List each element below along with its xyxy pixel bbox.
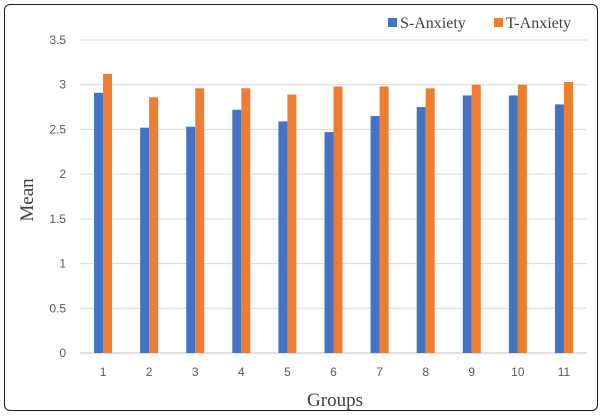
bar-s-anxiety-group-10 (508, 95, 518, 354)
legend: S-Anxiety T-Anxiety (388, 15, 571, 32)
bar-t-anxiety-group-1 (103, 73, 113, 354)
bar-s-anxiety-group-2 (140, 127, 150, 353)
y-tick-label: 0.5 (49, 301, 66, 315)
x-tick-label: 7 (376, 365, 383, 379)
x-tick-label: 5 (284, 365, 291, 379)
y-tick-label: 1.5 (49, 212, 66, 226)
bars (94, 73, 573, 354)
bar-s-anxiety-group-7 (370, 116, 380, 353)
x-tick-label: 11 (558, 365, 571, 379)
legend-swatch-s-anxiety (388, 18, 397, 27)
y-tick-label: 3.5 (49, 33, 66, 47)
y-tick-label: 2.5 (49, 122, 66, 136)
bar-t-anxiety-group-11 (563, 82, 573, 353)
x-axis-title: Groups (307, 390, 363, 411)
bar-t-anxiety-group-4 (241, 88, 251, 353)
bar-s-anxiety-group-1 (94, 92, 104, 354)
x-tick-label: 9 (468, 365, 475, 379)
bar-t-anxiety-group-3 (195, 88, 205, 353)
legend-swatch-t-anxiety (494, 18, 503, 27)
x-tick-label: 4 (238, 365, 245, 379)
x-tick-label: 6 (330, 365, 337, 379)
legend-label-s-anxiety: S-Anxiety (400, 15, 466, 32)
bar-t-anxiety-group-8 (425, 88, 435, 353)
y-tick-label: 3 (59, 78, 66, 92)
bar-t-anxiety-group-7 (379, 86, 389, 353)
y-tick-label: 0 (59, 346, 66, 360)
bar-t-anxiety-group-2 (149, 97, 159, 353)
bar-s-anxiety-group-6 (324, 132, 334, 353)
bar-s-anxiety-group-9 (462, 95, 472, 354)
y-tick-labels: 0 0.5 1 1.5 2 2.5 3 3.5 (49, 33, 66, 360)
x-tick-label: 10 (511, 365, 525, 379)
y-tick-label: 2 (59, 167, 66, 181)
bar-s-anxiety-group-8 (416, 107, 426, 353)
bar-s-anxiety-group-5 (278, 121, 288, 353)
bar-s-anxiety-group-3 (186, 126, 196, 353)
x-tick-label: 3 (192, 365, 199, 379)
bar-t-anxiety-group-6 (333, 86, 343, 353)
y-tick-label: 1 (59, 257, 66, 271)
bar-t-anxiety-group-9 (471, 84, 481, 353)
x-tick-label: 1 (100, 365, 107, 379)
x-tick-label: 8 (422, 365, 429, 379)
bar-t-anxiety-group-5 (287, 94, 297, 354)
x-tick-labels: 1 2 3 4 5 6 7 8 9 10 11 (100, 365, 571, 379)
legend-label-t-anxiety: T-Anxiety (506, 15, 571, 32)
x-tick-label: 2 (146, 365, 153, 379)
bar-t-anxiety-group-10 (517, 84, 527, 353)
bar-s-anxiety-group-4 (232, 109, 242, 353)
y-axis-title: Mean (17, 178, 38, 222)
bar-s-anxiety-group-11 (554, 104, 564, 353)
